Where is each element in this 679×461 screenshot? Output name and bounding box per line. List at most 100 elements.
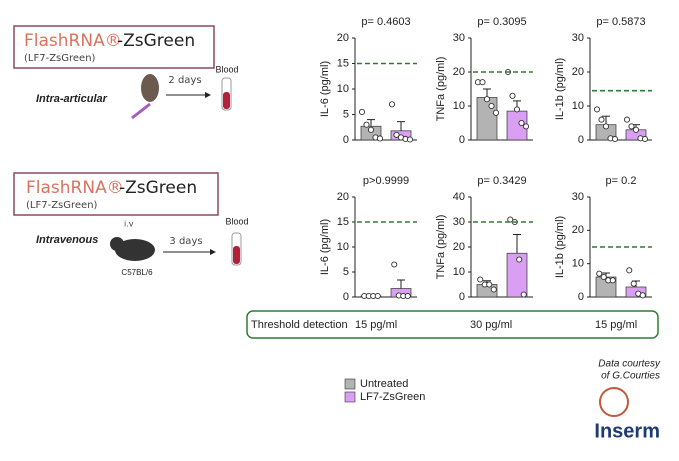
arrow-head [210, 249, 216, 255]
y-tick-label: 20 [337, 191, 349, 203]
data-point [522, 123, 530, 130]
chart-title: p>0.9999 [363, 175, 409, 187]
legend-swatch [344, 378, 356, 390]
legend-swatch [344, 391, 356, 403]
y-axis-label: TNFa (pg/ml) [435, 215, 447, 280]
data-point [404, 292, 411, 300]
data-point [632, 126, 640, 133]
y-axis-label: IL-1b (pg/ml) [554, 58, 566, 120]
y-tick-label: 20 [337, 32, 349, 44]
route-label: Intravenous [36, 234, 98, 246]
y-tick-label: 0 [343, 291, 349, 303]
y-tick-label: 10 [572, 100, 584, 112]
y-tick-label: 5 [343, 266, 349, 278]
threshold-title: Threshold detection [251, 319, 348, 331]
data-point [406, 136, 414, 143]
data-point [507, 216, 514, 223]
y-tick-label: 5 [343, 108, 349, 120]
chart-title: p= 0.3095 [477, 16, 526, 28]
y-tick-label: 15 [337, 57, 349, 69]
panel-box [13, 25, 215, 69]
data-point [602, 123, 610, 130]
product-suffix: -ZsGreen [119, 178, 197, 198]
data-point [516, 256, 523, 263]
y-tick-label: 0 [343, 134, 349, 146]
y-axis-label: IL-6 (pg/ml) [319, 219, 331, 275]
data-point [611, 135, 619, 143]
product-name: FlashRNA® [24, 31, 122, 51]
data-point [623, 116, 631, 123]
data-point [626, 267, 633, 274]
threshold-value: 15 pg/ml [595, 319, 637, 331]
time-label: 2 days [168, 75, 201, 86]
threshold-value: 15 pg/ml [355, 319, 397, 331]
injection-label: i.v [124, 220, 134, 229]
data-point [374, 292, 381, 300]
y-tick-label: 20 [453, 66, 465, 78]
y-tick-label: 30 [453, 216, 465, 228]
chart-title: p= 0.2 [606, 175, 637, 187]
threshold-box [246, 310, 659, 339]
y-tick-label: 40 [453, 191, 465, 203]
institution: Inserm [594, 420, 660, 442]
chart-title: p= 0.5873 [596, 16, 645, 28]
chart-title: p= 0.4603 [361, 16, 410, 28]
y-tick-label: 20 [572, 224, 584, 236]
y-tick-label: 10 [572, 258, 584, 270]
product-code: (LF7-ZsGreen) [24, 53, 96, 64]
data-point [639, 292, 646, 299]
y-tick-label: 15 [337, 216, 349, 228]
y-tick-label: 0 [459, 134, 465, 146]
data-point [358, 108, 366, 115]
product-suffix: -ZsGreen [117, 31, 195, 51]
data-point [363, 121, 370, 128]
panel-box [13, 172, 219, 216]
y-tick-label: 20 [453, 241, 465, 253]
tube-blood [233, 246, 240, 264]
syringe-icon [131, 102, 151, 120]
data-point [518, 119, 525, 127]
y-tick-label: 0 [578, 291, 584, 303]
mouse-icon [141, 74, 159, 102]
blood-label: Blood [215, 64, 238, 74]
data-point [593, 106, 601, 113]
blood-label: Blood [225, 216, 248, 226]
legend-label: LF7-ZsGreen [360, 391, 425, 403]
credit: of G.Courties [601, 371, 660, 382]
time-label: 3 days [169, 236, 202, 247]
credit: Data courtesy [598, 359, 661, 370]
y-tick-label: 0 [459, 291, 465, 303]
data-point [513, 106, 521, 113]
threshold-value: 30 pg/ml [470, 319, 512, 331]
data-point [596, 270, 603, 277]
y-axis-label: IL-6 (pg/ml) [319, 61, 331, 117]
y-tick-label: 10 [453, 266, 465, 278]
data-point [598, 116, 605, 123]
strain-label: C57BL/6 [121, 268, 153, 277]
bar [476, 97, 498, 141]
logo [599, 387, 629, 417]
product-code: (LF7-ZsGreen) [26, 200, 98, 211]
data-point [376, 135, 384, 142]
data-point [520, 291, 527, 298]
y-tick-label: 10 [453, 100, 465, 112]
data-point [393, 131, 400, 138]
data-point [641, 135, 649, 143]
data-point [490, 286, 497, 293]
chart-title: p= 0.3429 [477, 175, 526, 187]
data-point [479, 79, 486, 86]
data-point [600, 273, 607, 281]
data-point [609, 277, 616, 284]
data-point [486, 281, 493, 288]
arrow-head [205, 92, 211, 98]
data-point [628, 123, 635, 130]
y-tick-label: 10 [337, 241, 349, 253]
y-tick-label: 0 [578, 134, 584, 146]
data-point [391, 261, 398, 268]
y-axis-label: TNFa (pg/ml) [435, 57, 447, 122]
product-name: FlashRNA® [26, 178, 124, 198]
data-point [488, 102, 495, 110]
tube-blood [223, 92, 230, 109]
